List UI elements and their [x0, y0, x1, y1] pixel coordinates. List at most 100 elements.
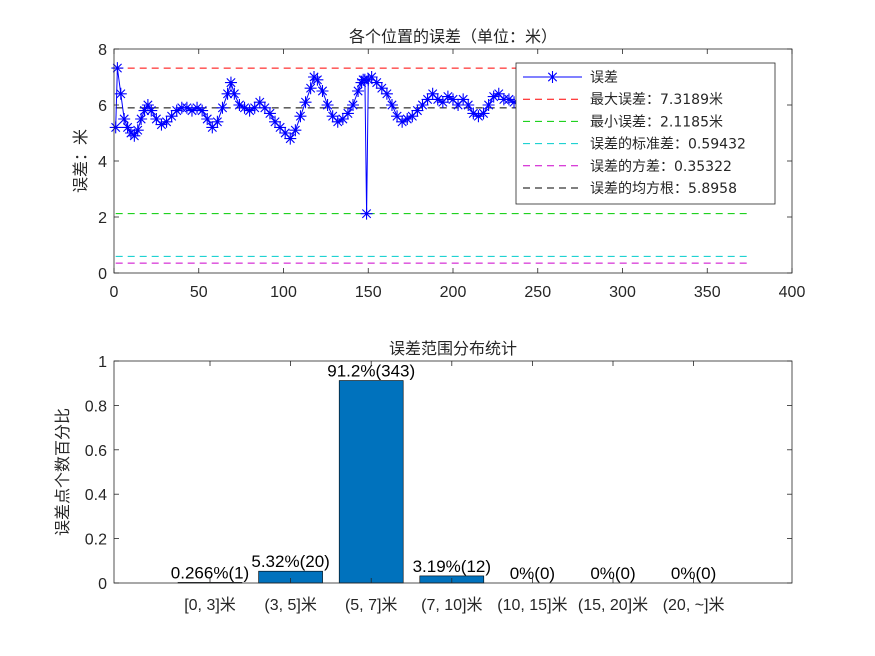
error-point-84	[492, 87, 505, 100]
error-point-65	[396, 115, 409, 128]
x-axis-ticks-1: 0 50 100 150 200 250 300 350 400	[110, 49, 805, 301]
error-point-15	[165, 110, 178, 123]
error-point-30	[238, 101, 251, 114]
error-point-51	[341, 107, 354, 120]
error-point-47	[321, 99, 334, 111]
chart-title-2: 误差范围分布统计	[389, 339, 517, 358]
chart-title-1: 各个位置的误差（单位：米）	[349, 27, 557, 46]
error-point-25	[216, 101, 229, 114]
error-point-86	[502, 93, 515, 106]
y-tick-label-2-5: 1	[98, 354, 107, 371]
legend-entry-1: 最大误差：7.3189米	[590, 92, 723, 108]
error-point-12	[150, 113, 163, 125]
error-point-77	[457, 93, 470, 106]
error-point-32	[248, 101, 261, 114]
x-tick-label-1-3: 150	[355, 284, 382, 301]
error-point-10	[141, 99, 154, 111]
error-point-69	[416, 99, 429, 111]
y-axis-ticks-1: 0 2 4 6 8	[98, 42, 792, 283]
error-point-62	[380, 87, 393, 100]
series-markers	[109, 62, 521, 220]
error-point-57	[360, 207, 373, 220]
error-point-73	[436, 96, 449, 109]
error-point-60	[370, 76, 383, 89]
data-label-2: 91.2%(343)	[327, 362, 415, 381]
error-point-21	[196, 104, 209, 117]
error-point-75	[447, 93, 459, 106]
x-tick-label-2-2: (5, 7]米	[345, 596, 397, 614]
error-point-63	[385, 99, 398, 111]
x-axis-ticks-2: [0, 3]米 (3, 5]米 (5, 7]米 (7, 10]米 (10, 15]米 (1…	[184, 361, 725, 614]
x-tick-label-2-4: (10, 15]米	[497, 596, 567, 614]
error-point-35	[263, 107, 276, 120]
y-tick-label-1-1: 2	[98, 210, 107, 227]
y-tick-label-2-3: 0.6	[85, 443, 107, 460]
error-point-52	[346, 99, 359, 111]
legend-marker-0	[546, 71, 559, 83]
error-point-0	[109, 121, 122, 134]
error-point-31	[243, 104, 256, 117]
x-tick-label-2-6: (20, ~]米	[663, 596, 725, 614]
legend-entry-2: 最小误差：2.1185米	[590, 114, 723, 130]
error-point-13	[155, 118, 168, 131]
error-point-50	[336, 113, 349, 125]
error-point-70	[421, 93, 434, 106]
data-label-3: 3.19%(12)	[413, 557, 491, 576]
legend-entry-0: 误差	[590, 70, 618, 86]
error-point-71	[426, 87, 439, 100]
error-point-39	[284, 132, 297, 145]
x-tick-label-1-5: 250	[524, 284, 551, 301]
error-point-53	[352, 85, 365, 97]
x-tick-label-1-2: 100	[270, 284, 297, 301]
error-point-41	[294, 110, 307, 123]
error-point-4	[121, 121, 134, 134]
error-point-24	[211, 115, 224, 128]
error-point-3	[118, 113, 131, 125]
error-point-11	[145, 104, 158, 117]
error-point-64	[391, 110, 404, 123]
error-point-14	[160, 115, 173, 128]
error-point-87	[508, 96, 521, 109]
error-point-16	[170, 104, 183, 117]
error-point-20	[191, 101, 204, 114]
error-point-67	[406, 110, 419, 123]
x-tick-label-1-6: 300	[609, 284, 636, 301]
error-point-43	[304, 82, 317, 95]
error-distribution-bar-chart: [0, 3]米 (3, 5]米 (5, 7]米 (7, 10]米 (10, 15]米 (1…	[53, 339, 793, 614]
data-label-5: 0%(0)	[590, 564, 635, 583]
error-line-chart: 0 50 100 150 200 250 300 350 400 0 2 4 6 8 各个位置的误差（单…	[71, 27, 805, 301]
data-labels: 0.266%(1)5.32%(20) 91.2%(343) 3.19%(12) 0%(…	[171, 362, 716, 583]
legend-entry-5: 误差的均方根：5.8958	[590, 181, 737, 197]
legend: 误差最大误差：7.3189米最小误差：2.1185米误差的标准差：0.59432…	[515, 62, 776, 205]
error-point-36	[269, 115, 282, 128]
data-label-4: 0%(0)	[510, 564, 555, 583]
y-axis-ticks-2: 0 0.2 0.4 0.6 0.8 1	[85, 354, 792, 593]
y-tick-label-2-0: 0	[98, 576, 107, 593]
error-point-22	[201, 113, 214, 125]
error-point-29	[233, 99, 246, 111]
error-point-19	[185, 104, 198, 117]
data-label-6: 0%(0)	[671, 564, 716, 583]
y-tick-label-2-2: 0.4	[85, 487, 107, 504]
x-tick-label-1-7: 350	[694, 284, 721, 301]
x-tick-label-2-3: (7, 10]米	[421, 596, 482, 614]
y-tick-label-1-3: 6	[98, 98, 107, 115]
data-label-0: 0.266%(1)	[171, 563, 249, 582]
error-point-66	[401, 113, 414, 125]
x-tick-label-1-0: 0	[110, 284, 119, 301]
y-tick-label-1-4: 8	[98, 42, 107, 59]
error-point-26	[221, 87, 234, 100]
error-point-1	[111, 62, 124, 75]
error-point-82	[482, 99, 495, 111]
legend-entry-3: 误差的标准差：0.59432	[590, 137, 746, 153]
error-point-2	[114, 87, 127, 100]
x-tick-label-2-0: [0, 3]米	[184, 596, 236, 614]
error-point-27	[224, 76, 237, 89]
x-tick-label-1-1: 50	[190, 284, 208, 301]
error-point-83	[487, 90, 500, 103]
error-point-23	[206, 121, 219, 134]
error-point-48	[326, 110, 339, 123]
error-point-80	[472, 110, 485, 123]
legend-box	[515, 62, 776, 205]
